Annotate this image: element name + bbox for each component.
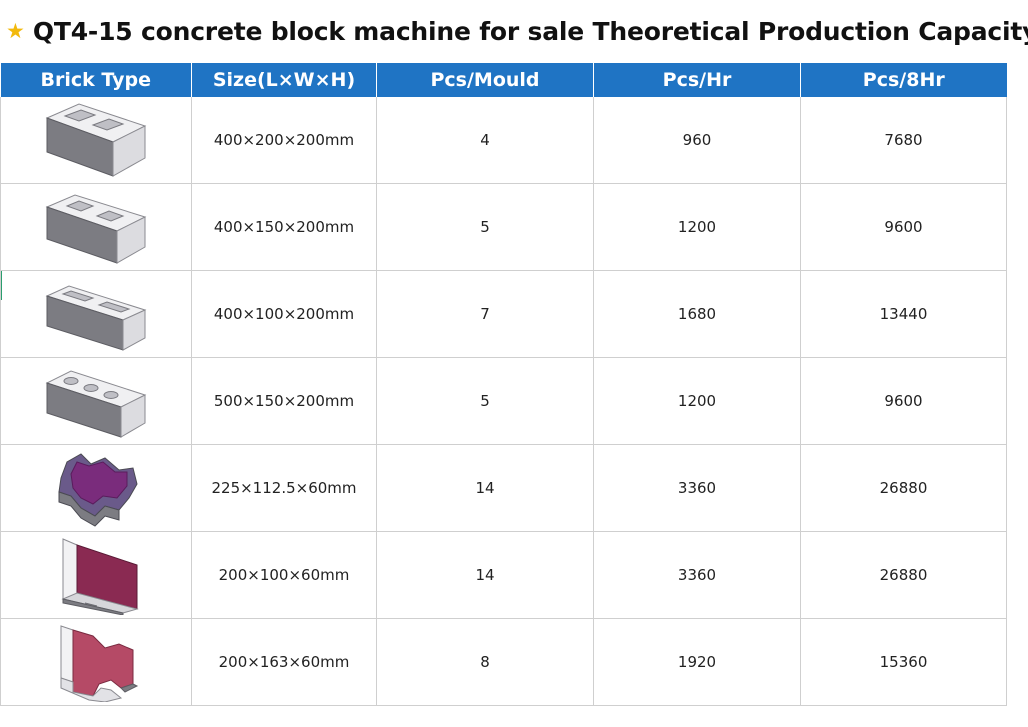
page-title-text: QT4-15 concrete block machine for sale T… xyxy=(32,16,1028,46)
pcs-hr-cell: 1920 xyxy=(593,618,801,706)
pcs-8hr-cell: 9600 xyxy=(800,357,1007,445)
hollow-block-3-hole-icon xyxy=(45,370,147,438)
production-capacity-table: Brick Type Size(L×W×H) Pcs/Mould Pcs/Hr … xyxy=(0,63,1007,706)
pcs-8hr-cell: 26880 xyxy=(800,444,1007,532)
zigzag-paver-icon xyxy=(58,453,138,527)
header-pcs-mould: Pcs/Mould xyxy=(376,63,594,97)
brick-type-cell xyxy=(0,97,192,184)
table-row: 225×112.5×60mm 14 3360 26880 xyxy=(0,444,1007,532)
brick-type-cell xyxy=(0,270,192,358)
pcs-8hr-cell: 15360 xyxy=(800,618,1007,706)
table-row: 200×100×60mm 14 3360 26880 xyxy=(0,531,1007,619)
header-brick-type: Brick Type xyxy=(0,63,192,97)
brick-type-cell xyxy=(0,444,192,532)
pcs-hr-cell: 3360 xyxy=(593,444,801,532)
pcs-8hr-cell: 13440 xyxy=(800,270,1007,358)
i-shape-paver-icon xyxy=(60,625,139,702)
size-cell: 225×112.5×60mm xyxy=(191,444,377,532)
pcs-mould-cell: 7 xyxy=(376,270,594,358)
size-cell: 200×163×60mm xyxy=(191,618,377,706)
rectangular-paver-icon xyxy=(61,538,139,615)
pcs-hr-cell: 1680 xyxy=(593,270,801,358)
header-pcs-hr: Pcs/Hr xyxy=(593,63,801,97)
pcs-hr-cell: 3360 xyxy=(593,531,801,619)
pcs-mould-cell: 5 xyxy=(376,357,594,445)
hollow-block-2-hole-icon xyxy=(45,103,147,177)
table-row: 400×200×200mm 4 960 7680 xyxy=(0,97,1007,184)
size-cell: 200×100×60mm xyxy=(191,531,377,619)
size-cell: 500×150×200mm xyxy=(191,357,377,445)
pcs-mould-cell: 14 xyxy=(376,444,594,532)
star-icon: ★ xyxy=(6,19,25,43)
pcs-hr-cell: 1200 xyxy=(593,183,801,271)
size-cell: 400×100×200mm xyxy=(191,270,377,358)
table-row: 200×163×60mm 8 1920 15360 xyxy=(0,618,1007,706)
brick-type-cell xyxy=(0,618,192,706)
table-row: 400×150×200mm 5 1200 9600 xyxy=(0,183,1007,271)
pcs-hr-cell: 1200 xyxy=(593,357,801,445)
pcs-8hr-cell: 9600 xyxy=(800,183,1007,271)
page-title: ★ QT4-15 concrete block machine for sale… xyxy=(6,14,1028,48)
pcs-mould-cell: 4 xyxy=(376,97,594,184)
pcs-8hr-cell: 26880 xyxy=(800,531,1007,619)
brick-type-cell xyxy=(0,357,192,445)
pcs-hr-cell: 960 xyxy=(593,97,801,184)
pcs-mould-cell: 5 xyxy=(376,183,594,271)
table-row: 400×100×200mm 7 1680 13440 xyxy=(0,270,1007,358)
pcs-mould-cell: 8 xyxy=(376,618,594,706)
pcs-8hr-cell: 7680 xyxy=(800,97,1007,184)
hollow-block-slot-icon xyxy=(45,285,147,351)
header-pcs-8hr: Pcs/8Hr xyxy=(800,63,1007,97)
header-size: Size(L×W×H) xyxy=(191,63,377,97)
size-cell: 400×200×200mm xyxy=(191,97,377,184)
size-cell: 400×150×200mm xyxy=(191,183,377,271)
table-row: 500×150×200mm 5 1200 9600 xyxy=(0,357,1007,445)
hollow-block-2-hole-narrow-icon xyxy=(45,194,147,264)
pcs-mould-cell: 14 xyxy=(376,531,594,619)
table-header-row: Brick Type Size(L×W×H) Pcs/Mould Pcs/Hr … xyxy=(0,63,1007,97)
brick-type-cell xyxy=(0,183,192,271)
brick-type-cell xyxy=(0,531,192,619)
